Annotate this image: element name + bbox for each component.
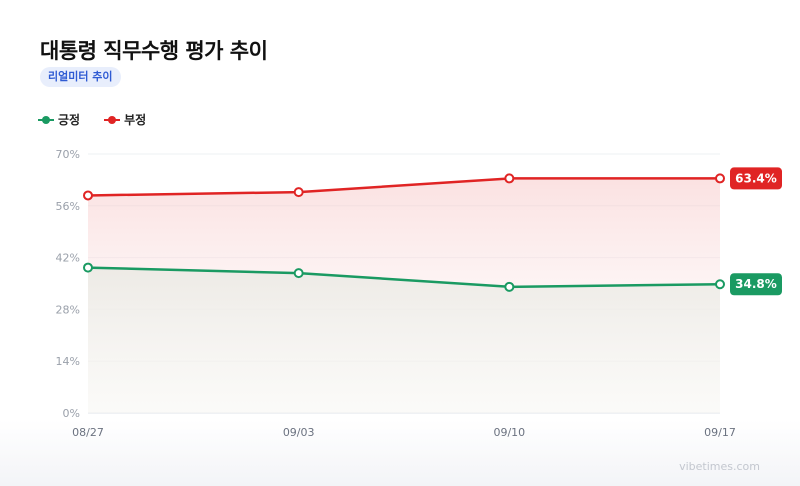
negative-data-point[interactable] bbox=[504, 173, 515, 184]
positive-series-line bbox=[87, 266, 721, 289]
negative-area bbox=[88, 178, 720, 287]
negative-data-point[interactable] bbox=[715, 173, 725, 184]
legend-item-positive[interactable]: 긍정 bbox=[38, 111, 80, 128]
legend: 긍정 부정 bbox=[38, 111, 146, 128]
legend-swatch-negative bbox=[104, 115, 121, 125]
positive-data-point[interactable] bbox=[293, 268, 304, 279]
negative-data-point[interactable] bbox=[83, 190, 93, 201]
chart-title: 대통령 직무수행 평가 추이 bbox=[40, 39, 268, 63]
y-tick-label: 42% bbox=[56, 252, 80, 265]
positive-data-point[interactable] bbox=[83, 262, 93, 273]
legend-item-negative[interactable]: 부정 bbox=[104, 111, 146, 128]
y-tick-label: 70% bbox=[56, 148, 80, 161]
negative-end-label-bg bbox=[730, 167, 782, 190]
x-tick-label: 09/17 bbox=[704, 426, 736, 439]
x-tick-label: 08/27 bbox=[72, 426, 104, 439]
positive-data-point[interactable] bbox=[504, 281, 515, 292]
y-tick-label: 0% bbox=[63, 407, 80, 420]
negative-end-label: 63.4% bbox=[735, 171, 777, 185]
legend-label-negative: 부정 bbox=[124, 113, 147, 127]
negative-data-point[interactable] bbox=[293, 187, 304, 198]
watermark: vibetimes.com bbox=[679, 460, 760, 473]
positive-area bbox=[88, 267, 720, 413]
x-tick-label: 09/03 bbox=[283, 426, 315, 439]
legend-label-positive: 긍정 bbox=[58, 113, 81, 127]
source-badge: 리얼미터 추이 bbox=[40, 67, 121, 87]
y-tick-label: 28% bbox=[56, 303, 80, 316]
legend-swatch-positive bbox=[38, 115, 54, 125]
positive-data-point[interactable] bbox=[715, 279, 725, 290]
positive-end-label: 34.8% bbox=[735, 277, 777, 291]
positive-end-label-bg bbox=[730, 273, 782, 296]
y-tick-label: 14% bbox=[56, 355, 80, 368]
x-tick-label: 09/10 bbox=[493, 426, 525, 439]
y-tick-label: 56% bbox=[56, 200, 80, 213]
negative-series-line bbox=[87, 177, 720, 197]
